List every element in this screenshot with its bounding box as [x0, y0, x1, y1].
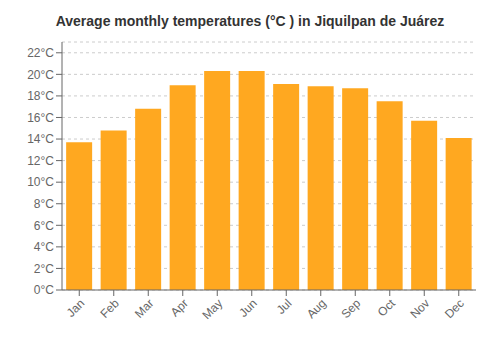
svg-text:Nov: Nov [407, 296, 432, 321]
svg-text:Jun: Jun [236, 296, 260, 320]
svg-text:4°C: 4°C [34, 240, 54, 254]
svg-text:8°C: 8°C [34, 197, 54, 211]
svg-text:0°C: 0°C [34, 283, 54, 297]
svg-text:Aug: Aug [304, 296, 329, 321]
svg-text:6°C: 6°C [34, 219, 54, 233]
svg-text:Feb: Feb [97, 296, 122, 321]
svg-text:Sep: Sep [338, 296, 363, 321]
svg-text:20°C: 20°C [27, 68, 54, 82]
svg-text:14°C: 14°C [27, 132, 54, 146]
svg-text:Apr: Apr [168, 296, 191, 319]
svg-text:Jul: Jul [274, 296, 295, 317]
svg-text:2°C: 2°C [34, 262, 54, 276]
svg-text:Jan: Jan [64, 296, 88, 320]
svg-text:18°C: 18°C [27, 89, 54, 103]
svg-text:Dec: Dec [442, 296, 467, 321]
svg-text:12°C: 12°C [27, 154, 54, 168]
svg-text:16°C: 16°C [27, 111, 54, 125]
svg-text:May: May [199, 296, 225, 322]
svg-text:Oct: Oct [375, 296, 399, 320]
svg-text:22°C: 22°C [27, 46, 54, 60]
html-text:Average monthly temperatures (: Average monthly temperatures (°C ) in Ji… [55, 13, 445, 29]
svg-text:10°C: 10°C [27, 175, 54, 189]
svg-text:Mar: Mar [132, 296, 157, 321]
